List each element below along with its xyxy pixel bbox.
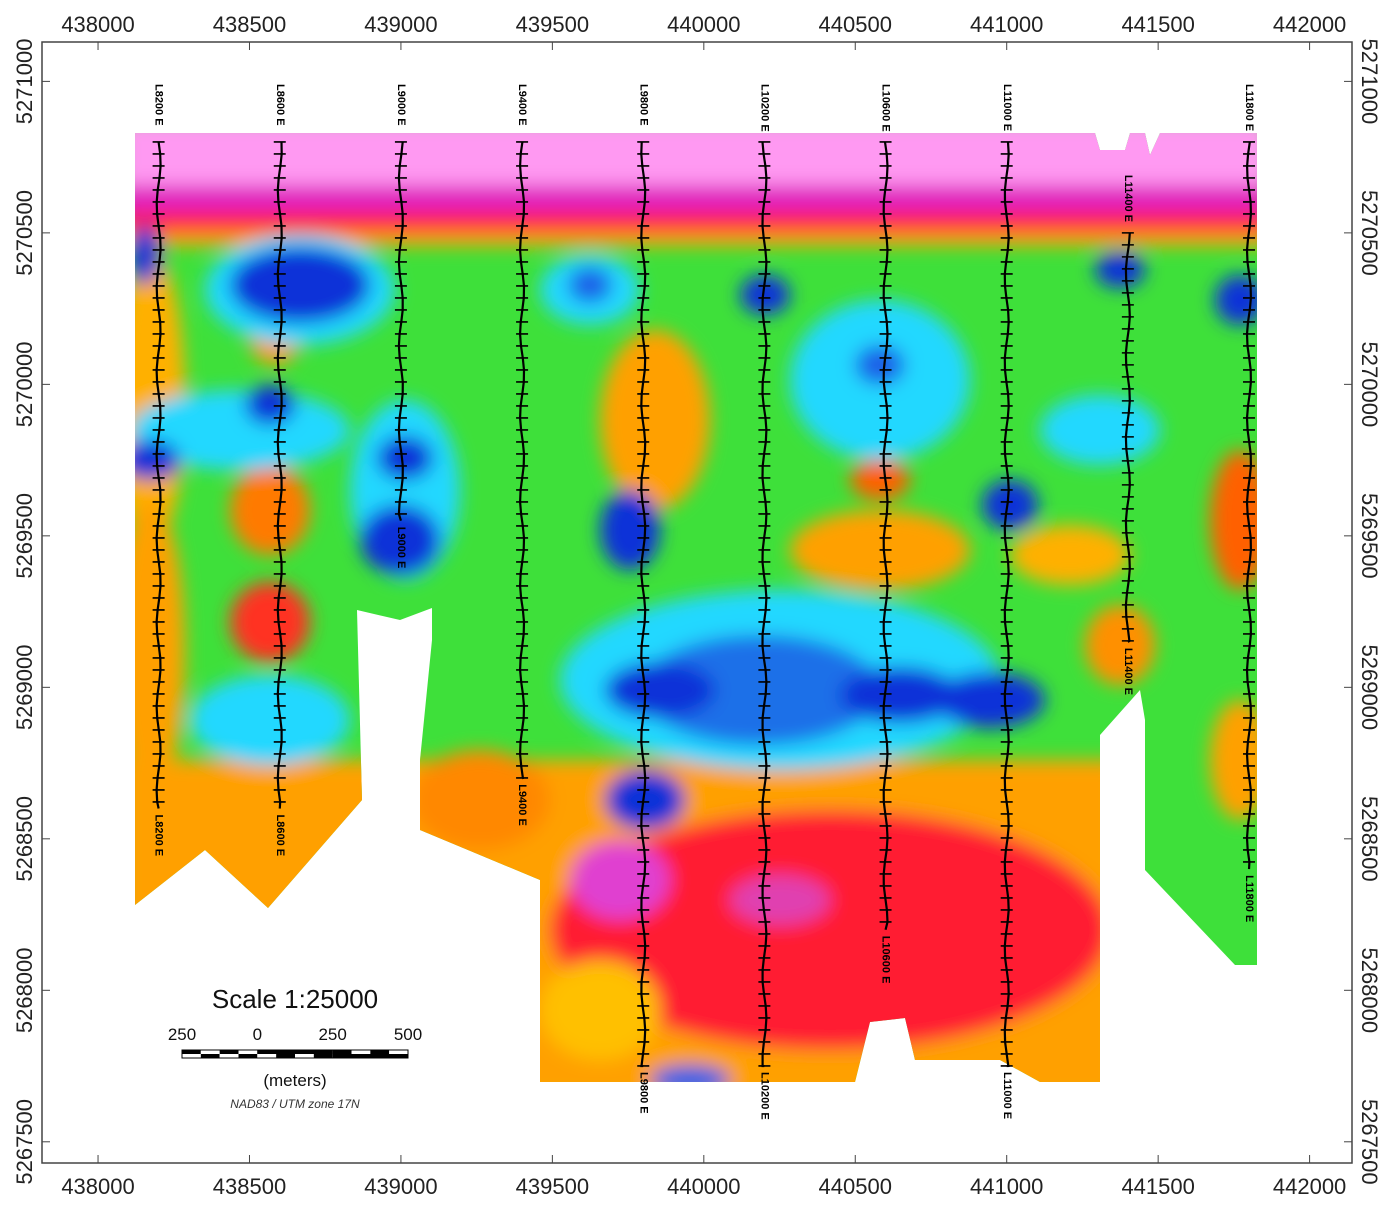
scale-bar-graphic: 250 0 250 500 (168, 1025, 422, 1058)
line-label: L8200 E (153, 84, 165, 126)
y-tick-label: 5269500 (1357, 493, 1382, 579)
x-tick-label: 438000 (61, 12, 134, 37)
y-tick-label: 5269000 (1357, 645, 1382, 731)
line-label: L9000 E (395, 84, 407, 126)
line-label: L8600 E (274, 84, 286, 126)
scale-cell (295, 1054, 314, 1058)
x-tick-label: 438000 (61, 1174, 134, 1199)
x-tick-label: 439000 (364, 1174, 437, 1199)
line-label: L11400 E (1122, 648, 1134, 695)
scale-cell (182, 1054, 201, 1058)
x-tick-label: 440500 (819, 1174, 892, 1199)
x-tick-label: 440000 (667, 1174, 740, 1199)
map: L8200 E L8200 E L8600 E L8600 E L9000 E L9000… (0, 0, 1392, 1215)
station-ticks (1243, 142, 1255, 862)
x-tick-label: 440000 (667, 12, 740, 37)
y-tick-label: 5267500 (1357, 1099, 1382, 1185)
line-label: L8200 E (153, 815, 165, 857)
y-tick-label: 5268500 (1357, 796, 1382, 882)
line-label: L10200 E (758, 84, 770, 132)
scale-cell (257, 1054, 276, 1058)
scale-label: 0 (253, 1025, 262, 1044)
scale-cell (276, 1054, 295, 1058)
scale-cell (220, 1050, 239, 1054)
contour-surface (115, 120, 1270, 1100)
scale-label: 500 (394, 1025, 422, 1044)
scale-title: Scale 1:25000 (212, 984, 378, 1014)
y-tick-label: 5268500 (12, 796, 37, 882)
scale-bar: Scale 1:25000 250 0 250 500 (meters) NAD83 … (168, 984, 422, 1111)
y-tick-label: 5269000 (12, 645, 37, 731)
scale-cell (201, 1050, 220, 1054)
line-label: L11800 E (1243, 84, 1255, 131)
line-label: L10200 E (758, 1072, 770, 1120)
y-tick-label: 5271000 (12, 39, 37, 125)
x-tick-label: 441000 (970, 1174, 1043, 1199)
x-tick-label: 439000 (364, 12, 437, 37)
line-label: L9800 E (637, 84, 649, 126)
line-label: L9000 E (395, 527, 407, 569)
projection: NAD83 / UTM zone 17N (230, 1097, 360, 1111)
scale-cell (239, 1054, 258, 1058)
line-label: L11800 E (1243, 875, 1255, 922)
x-tick-label: 441500 (1121, 1174, 1194, 1199)
x-tick-label: 442000 (1273, 12, 1346, 37)
y-tick-label: 5271000 (1357, 39, 1382, 125)
scale-cell (201, 1054, 220, 1058)
y-tick-label: 5270500 (12, 190, 37, 276)
line-label: L9400 E (516, 784, 528, 826)
line-label: L10600 E (880, 936, 892, 984)
line-label: L9800 E (637, 1072, 649, 1114)
scale-cell (333, 1054, 408, 1058)
x-tick-label: 440500 (819, 12, 892, 37)
scale-cell (389, 1050, 408, 1054)
y-tick-label: 5269500 (12, 493, 37, 579)
scale-cell (220, 1054, 239, 1058)
scale-cell (239, 1050, 258, 1054)
y-tick-label: 5270000 (12, 342, 37, 428)
x-tick-label: 438500 (213, 1174, 286, 1199)
line-label: L11000 E (1001, 84, 1013, 131)
y-tick-label: 5268000 (12, 947, 37, 1033)
scale-cell (314, 1054, 333, 1058)
line-label: L11400 E (1122, 175, 1134, 222)
x-tick-label: 441000 (970, 12, 1043, 37)
x-tick-label: 442000 (1273, 1174, 1346, 1199)
scale-cell (182, 1050, 201, 1054)
line-label: L10600 E (880, 84, 892, 132)
y-tick-label: 5267500 (12, 1099, 37, 1185)
scale-label: 250 (168, 1025, 196, 1044)
line-label: L9400 E (516, 84, 528, 126)
scale-cell (370, 1050, 389, 1054)
x-tick-label: 438500 (213, 12, 286, 37)
scale-unit: (meters) (263, 1071, 326, 1090)
line-label: L11000 E (1001, 1072, 1013, 1119)
line-label: L8600 E (274, 815, 286, 857)
y-tick-label: 5268000 (1357, 947, 1382, 1033)
y-tick-label: 5270500 (1357, 190, 1382, 276)
y-tick-label: 5270000 (1357, 342, 1382, 428)
scale-label: 250 (318, 1025, 346, 1044)
x-tick-label: 441500 (1121, 12, 1194, 37)
scale-cell (352, 1050, 371, 1054)
scale-cell (333, 1050, 352, 1054)
x-tick-label: 439500 (516, 12, 589, 37)
x-tick-label: 439500 (516, 1174, 589, 1199)
scale-cell (257, 1050, 332, 1054)
